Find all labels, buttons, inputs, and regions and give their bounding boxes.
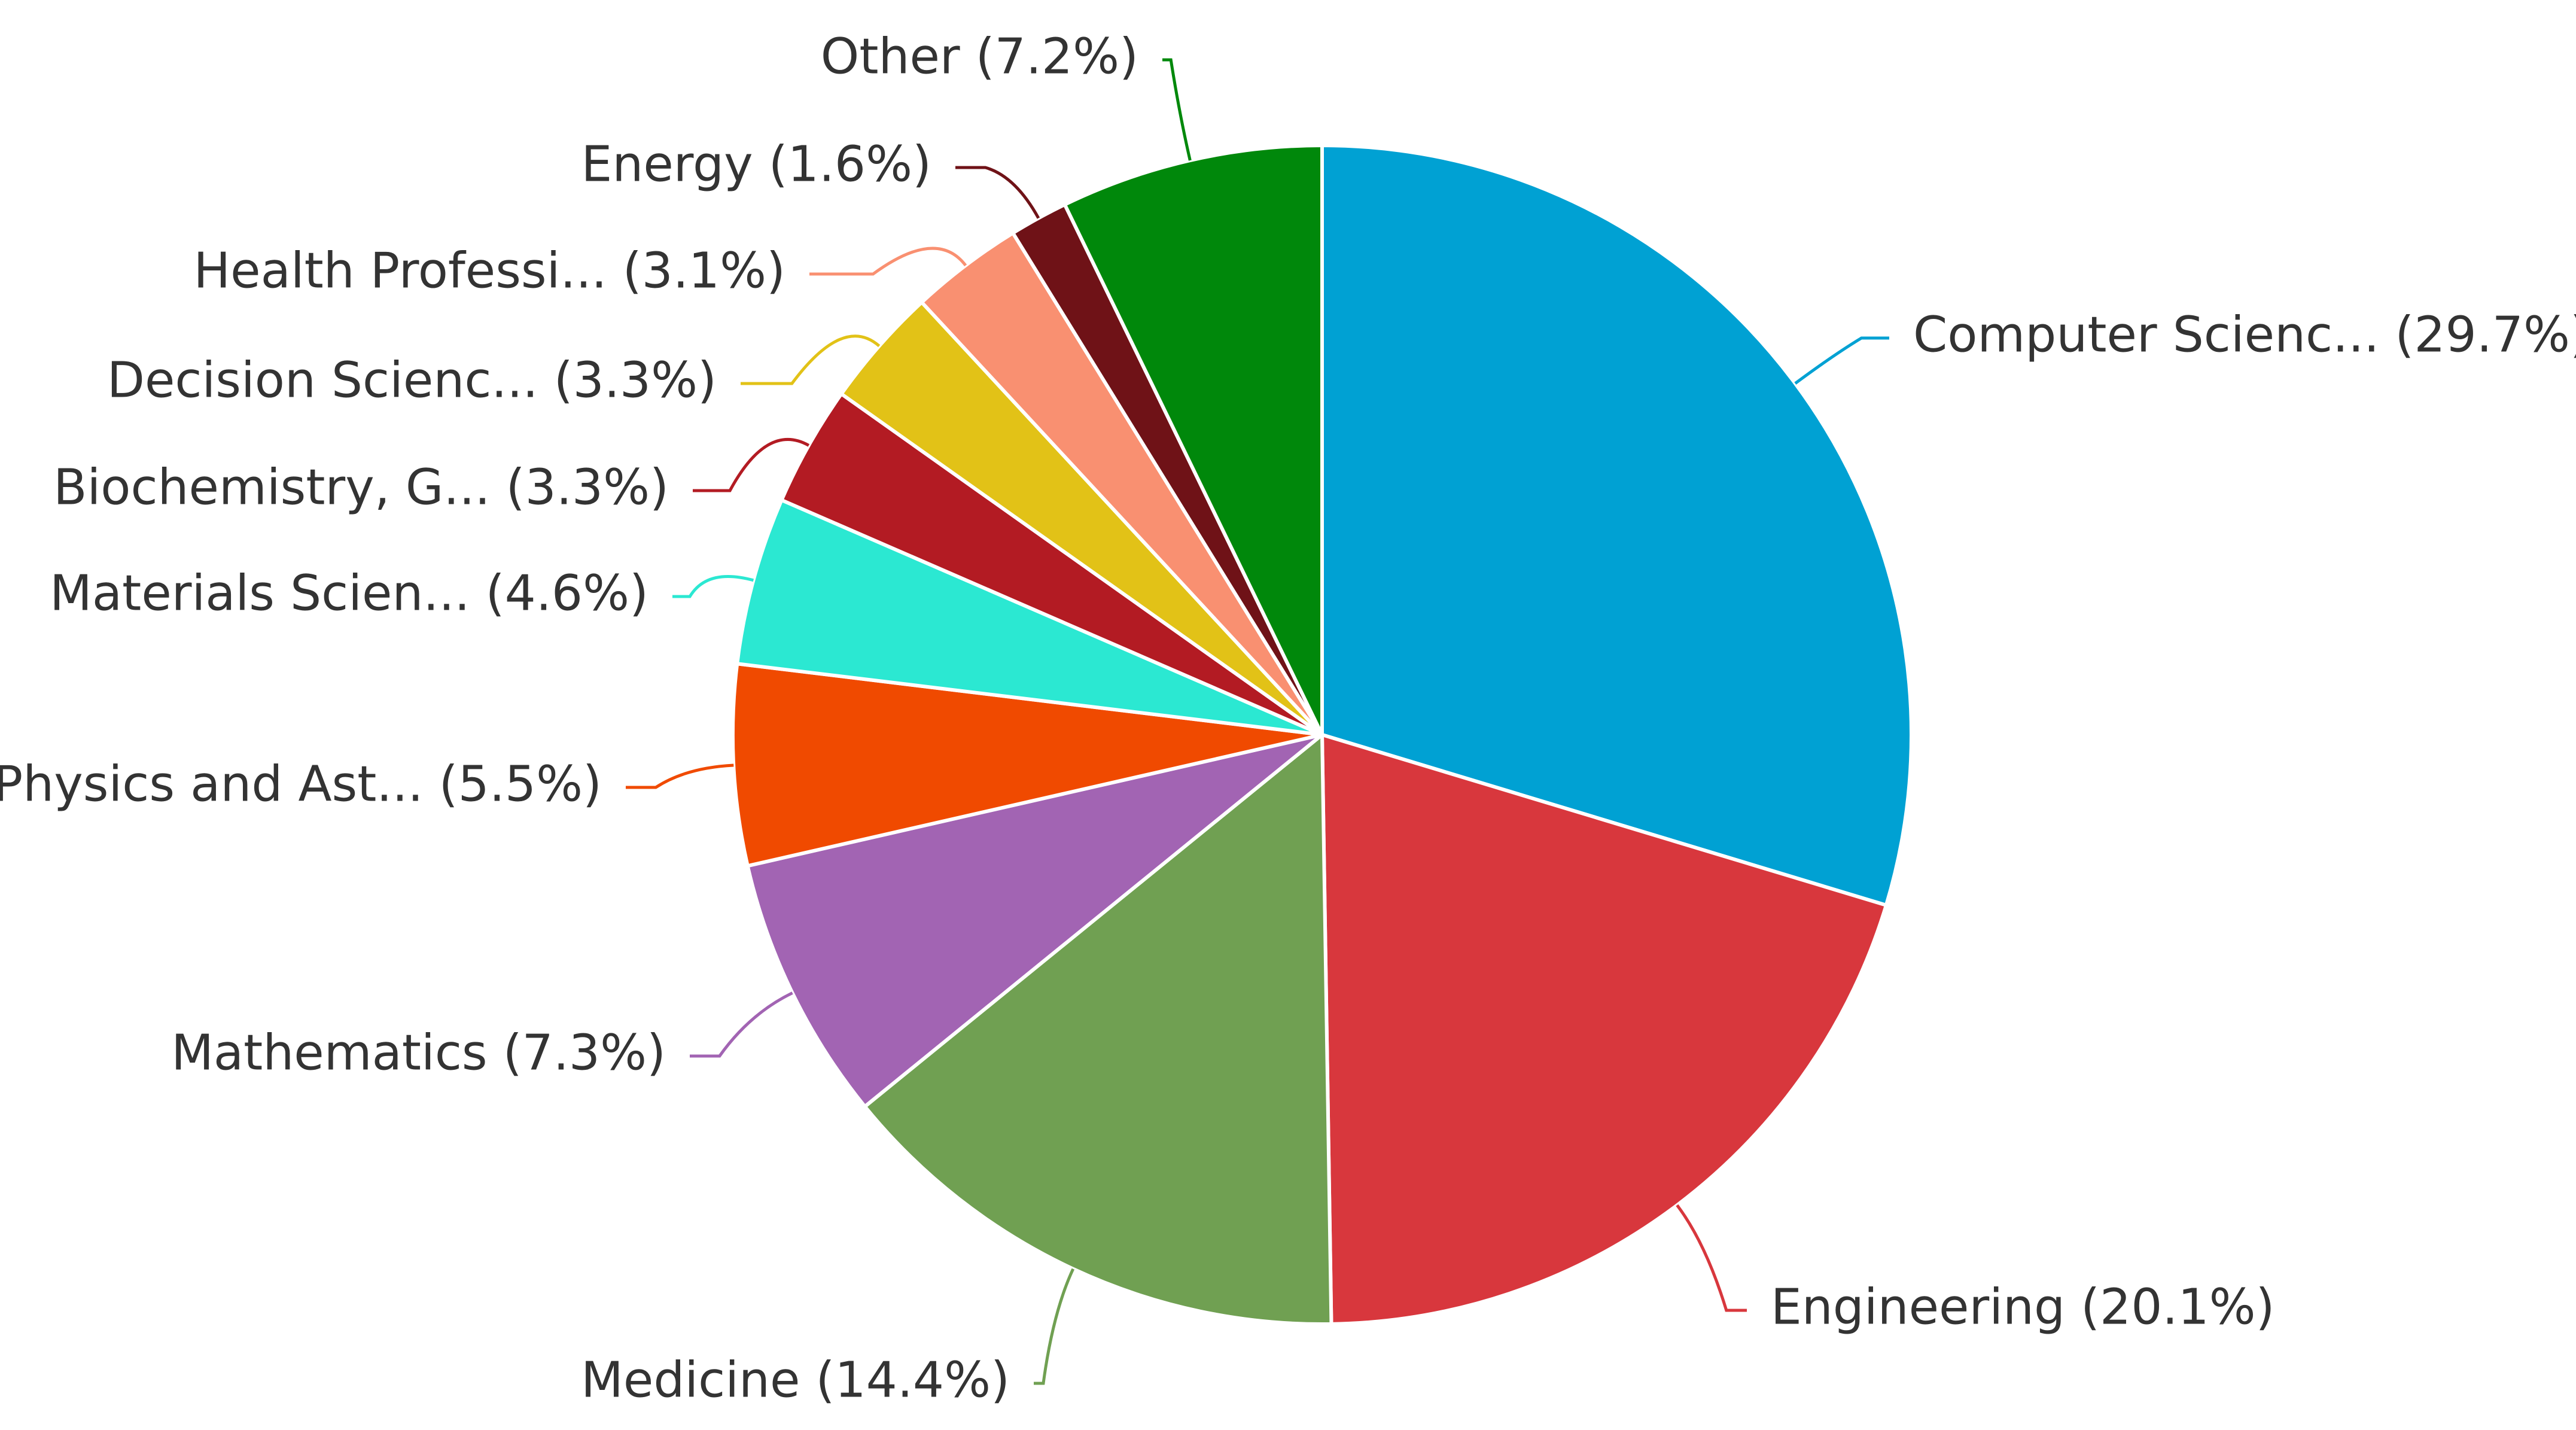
pie-slice-computer-scienc[interactable] <box>1320 144 1913 907</box>
slice-label-biochemistry-g: Biochemistry, G... (3.3%) <box>53 459 669 516</box>
leader-line-mathematics <box>690 991 793 1058</box>
labels-layer: Computer Scienc... (29.7%) Engineering (2… <box>0 28 2576 1408</box>
pie-slice-engineering[interactable] <box>1320 733 1888 1326</box>
slice-label-medicine: Medicine (14.4%) <box>581 1352 1010 1408</box>
slice-label-health-professi: Health Professi... (3.1%) <box>193 242 785 299</box>
pie-slice-materials-scien[interactable] <box>735 498 1324 737</box>
leader-line-medicine <box>1034 1268 1075 1385</box>
slice-label-mathematics: Mathematics (7.3%) <box>171 1024 666 1081</box>
slice-label-computer-scienc: Computer Scienc... (29.7%) <box>1913 306 2576 363</box>
leader-line-materials-scien <box>672 575 754 598</box>
slice-label-physics-and-ast: Physics and Ast... (5.5%) <box>0 756 602 813</box>
pie-slice-physics-and-ast[interactable] <box>731 662 1324 868</box>
slice-label-materials-scien: Materials Scien... (4.6%) <box>50 565 648 622</box>
slices-layer <box>731 144 1913 1326</box>
leader-line-energy <box>955 166 1040 219</box>
slice-label-engineering: Engineering (20.1%) <box>1771 1279 2275 1335</box>
leader-lines-layer <box>626 58 1889 1385</box>
leader-line-computer-scienc <box>1794 336 1889 385</box>
slice-label-decision-scienc: Decision Scienc... (3.3%) <box>107 352 717 409</box>
leader-line-other <box>1162 58 1192 161</box>
leader-line-decision-scienc <box>741 334 881 385</box>
slice-label-energy: Energy (1.6%) <box>581 136 931 193</box>
pie-slice-mathematics[interactable] <box>745 733 1324 1109</box>
slice-label-other: Other (7.2%) <box>821 28 1138 85</box>
leader-line-health-professi <box>809 247 967 276</box>
leader-line-physics-and-ast <box>626 763 734 789</box>
pie-slice-medicine[interactable] <box>863 733 1333 1326</box>
leader-line-engineering <box>1676 1204 1747 1312</box>
leader-line-biochemistry-g <box>693 438 810 492</box>
